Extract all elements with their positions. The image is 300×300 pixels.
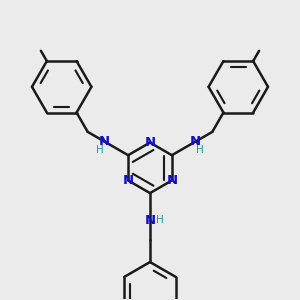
Text: N: N: [144, 136, 156, 149]
Text: N: N: [99, 135, 110, 148]
Text: H: H: [156, 215, 164, 225]
Text: H: H: [96, 145, 104, 155]
Text: N: N: [190, 135, 201, 148]
Text: N: N: [144, 214, 156, 227]
Text: N: N: [123, 174, 134, 187]
Text: H: H: [196, 145, 204, 155]
Text: N: N: [166, 174, 177, 187]
